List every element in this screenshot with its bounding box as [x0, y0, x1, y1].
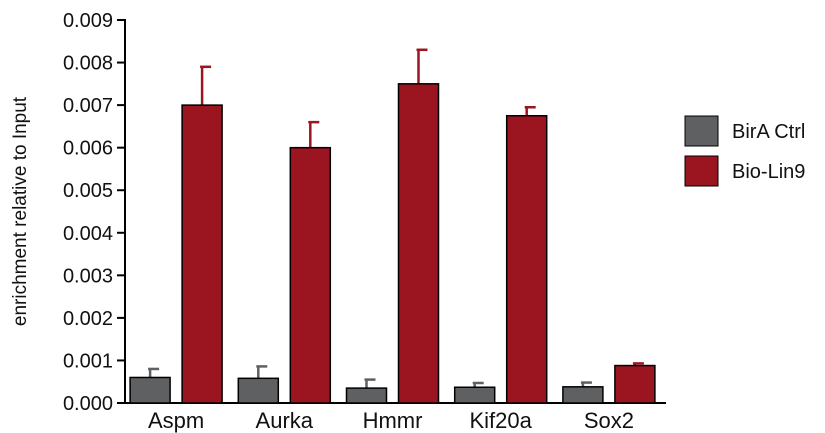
legend-swatch-bio-lin9 — [684, 155, 719, 187]
y-tick-label: 0.003 — [63, 265, 113, 287]
legend-label-bira-ctrl: BirA Ctrl — [732, 121, 805, 143]
bars — [129, 48, 656, 404]
y-tick-label: 0.006 — [63, 138, 113, 160]
bar-bio-lin9-kif20a — [505, 115, 548, 404]
x-labels: Aspm Aurka Hmmr Kif20a Sox2 — [148, 408, 634, 433]
bar-bio-lin9-aspm — [181, 104, 223, 404]
x-tick-label: Sox2 — [584, 408, 634, 433]
bar-bira-ctrl-sox2 — [562, 386, 604, 404]
y-tick-label: 0.008 — [63, 53, 113, 75]
y-tick-label: 0.004 — [63, 223, 113, 245]
legend-swatch-bira-ctrl — [684, 115, 719, 147]
legend: BirA Ctrl Bio-Lin9 — [684, 115, 805, 187]
x-tick-label: Kif20a — [470, 408, 533, 433]
y-tick-label: 0.001 — [63, 350, 113, 372]
y-tick-label: 0.005 — [63, 180, 113, 202]
bar-bio-lin9-sox2 — [614, 364, 656, 404]
y-ticks: 0.000 0.001 0.002 0.003 0.004 0.005 0.006 0.007… — [63, 10, 125, 415]
y-tick-label: 0.007 — [63, 95, 113, 117]
bar-bira-ctrl-aspm — [129, 376, 171, 404]
bar-bio-lin9-hmmr — [397, 83, 440, 404]
y-axis-title: enrichment relative to Input — [10, 96, 31, 326]
bar-bira-ctrl-hmmr — [345, 387, 388, 404]
legend-label-bio-lin9: Bio-Lin9 — [732, 161, 805, 183]
x-tick-label: Aurka — [256, 408, 314, 433]
y-tick-label: 0.002 — [63, 308, 113, 330]
bar-bira-ctrl-kif20a — [453, 386, 496, 404]
y-tick-label: 0.000 — [63, 393, 113, 415]
bar-bio-lin9-aurka — [289, 146, 332, 404]
x-tick-label: Aspm — [148, 408, 204, 433]
y-tick-label: 0.009 — [63, 10, 113, 32]
bar-bira-ctrl-aurka — [237, 377, 280, 404]
x-tick-label: Hmmr — [363, 408, 423, 433]
